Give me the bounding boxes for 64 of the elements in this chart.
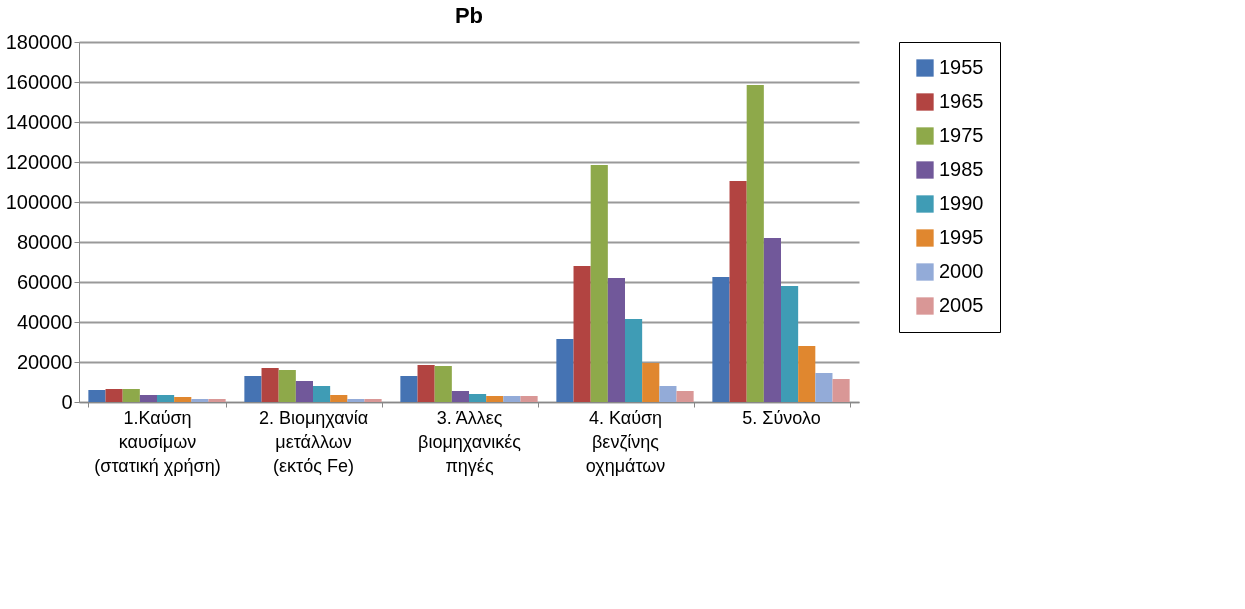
legend-label: 2005 — [939, 294, 984, 316]
bar — [105, 389, 123, 402]
bar — [781, 286, 799, 402]
legend-label: 1955 — [939, 56, 984, 78]
legend-label: 1985 — [939, 158, 984, 180]
bar — [139, 395, 157, 402]
y-tick-label: 20000 — [16, 350, 73, 373]
legend-label: 1965 — [939, 90, 984, 112]
bar — [832, 379, 850, 402]
legend-label: 1995 — [939, 226, 984, 248]
y-tick-label: 0 — [61, 390, 73, 413]
bar — [347, 399, 365, 402]
bar — [208, 399, 226, 402]
bar — [607, 278, 625, 402]
bar — [712, 277, 730, 402]
bar — [364, 399, 382, 402]
bar — [313, 386, 331, 402]
y-tick-label: 120000 — [5, 150, 73, 173]
bar — [191, 399, 209, 402]
y-tick-label: 80000 — [16, 230, 73, 253]
legend-label: 1990 — [939, 192, 984, 214]
x-tick-label: 3. Άλλες βιομηχανικές πηγές — [418, 407, 522, 476]
bar — [763, 238, 781, 402]
bar — [174, 397, 192, 402]
bar — [486, 396, 504, 402]
legend-label: 1975 — [939, 124, 984, 146]
y-tick-label: 40000 — [16, 310, 73, 333]
y-tick-label: 180000 — [5, 30, 73, 53]
bar — [573, 266, 591, 402]
bar — [469, 394, 487, 402]
y-tick-label: 160000 — [5, 70, 73, 93]
y-tick-label: 140000 — [5, 110, 73, 133]
chart-title: Pb — [454, 3, 484, 28]
bar — [400, 376, 418, 402]
bar — [642, 363, 660, 402]
bar — [556, 339, 574, 402]
bar — [659, 386, 677, 402]
bar — [244, 376, 262, 402]
bar — [815, 373, 833, 402]
legend-label: 2000 — [939, 260, 984, 282]
bar — [746, 85, 764, 402]
bar — [295, 381, 313, 402]
bar — [451, 391, 469, 402]
bar — [417, 365, 435, 402]
bar — [278, 370, 296, 402]
bar — [434, 366, 452, 402]
bar — [625, 319, 643, 402]
bar — [503, 396, 521, 402]
bar — [729, 181, 747, 402]
x-tick-label: 5. Σύνολο — [742, 407, 821, 428]
bar — [590, 165, 608, 402]
x-tick-label: 2. Βιομηχανία μετάλλων (εκτός Fe) — [258, 407, 369, 476]
bar — [330, 395, 348, 402]
y-tick-label: 100000 — [5, 190, 73, 213]
bar — [520, 396, 538, 402]
bar — [157, 395, 175, 402]
bar — [676, 391, 694, 402]
x-tick-label: 1.Καύση καυσίμων (στατική χρήση) — [94, 407, 221, 476]
bar — [122, 389, 140, 402]
bar — [798, 346, 816, 402]
x-tick-label: 4. Καύση βενζίνης οχημάτων — [585, 407, 666, 476]
bar — [88, 390, 106, 402]
bar — [261, 368, 279, 402]
y-tick-label: 60000 — [16, 270, 73, 293]
